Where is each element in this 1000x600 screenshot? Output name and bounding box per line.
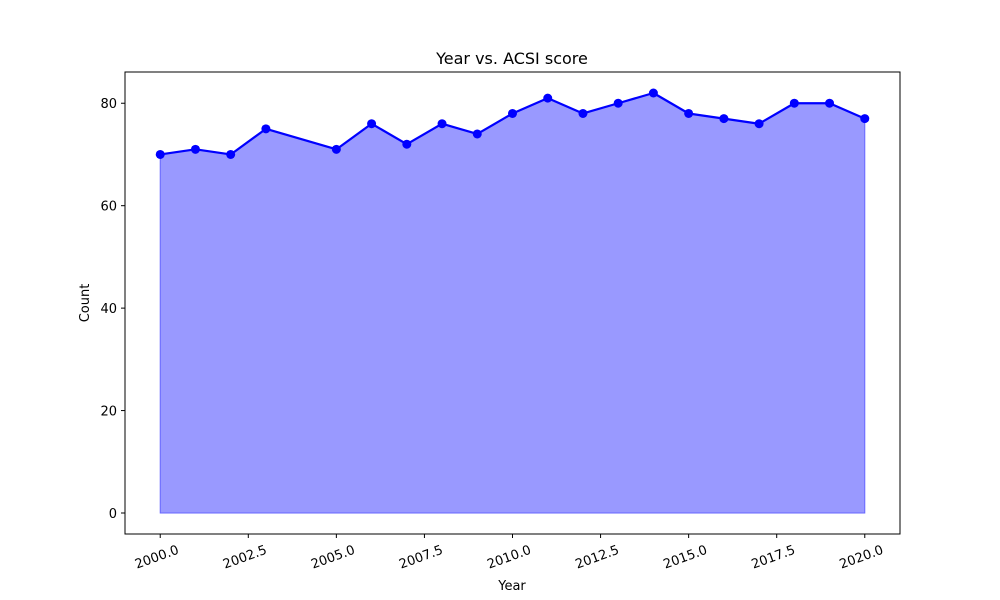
y-tick-label: 60 xyxy=(100,200,117,215)
x-axis-title: Year xyxy=(497,579,526,594)
series-markers xyxy=(155,88,870,159)
data-point-2001 xyxy=(190,144,200,154)
plot-area xyxy=(155,88,870,514)
data-point-2008 xyxy=(437,119,447,129)
data-point-2013 xyxy=(613,98,623,108)
data-point-2006 xyxy=(367,119,377,129)
y-tick-label: 0 xyxy=(109,507,117,522)
chart-title: Year vs. ACSI score xyxy=(435,49,588,68)
data-point-2015 xyxy=(684,108,694,118)
y-tick-label: 40 xyxy=(100,302,117,317)
y-axis: 0 20 40 60 80 xyxy=(100,97,125,522)
series-line xyxy=(160,91,866,156)
data-point-2017 xyxy=(754,119,764,129)
y-tick-label: 80 xyxy=(100,97,117,112)
data-point-2007 xyxy=(402,139,412,149)
data-point-2014 xyxy=(648,88,658,98)
data-point-2020 xyxy=(860,114,870,124)
y-tick-label: 20 xyxy=(100,405,117,420)
data-point-2009 xyxy=(472,129,482,139)
data-point-2016 xyxy=(719,114,729,124)
data-point-2010 xyxy=(508,108,517,118)
data-point-2019 xyxy=(825,98,835,108)
data-point-2012 xyxy=(578,108,588,118)
data-point-2005 xyxy=(331,144,341,154)
area-fill xyxy=(159,92,866,514)
data-point-2003 xyxy=(261,124,271,134)
data-point-2018 xyxy=(789,98,799,108)
data-point-2002 xyxy=(226,149,236,159)
data-point-2011 xyxy=(543,93,553,103)
data-point-2000 xyxy=(155,149,165,159)
y-axis-title: Count xyxy=(78,284,93,323)
